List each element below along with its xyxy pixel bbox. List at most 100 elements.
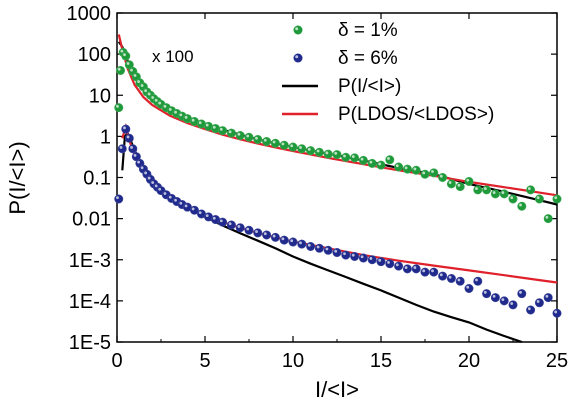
scatter-point-delta-6	[446, 274, 456, 284]
scatter-point-delta-1	[482, 185, 492, 195]
scatter-point-highlight	[130, 146, 133, 149]
scatter-point-highlight	[422, 269, 426, 273]
y-tick-label: 0.01	[72, 209, 111, 231]
scatter-point-highlight	[404, 166, 408, 170]
scatter-point-highlight	[174, 110, 177, 114]
scatter-point-highlight	[519, 290, 522, 294]
scatter-point-highlight	[151, 181, 155, 184]
scatter-point-delta-6	[332, 248, 342, 258]
scatter-point-highlight	[475, 278, 478, 282]
scatter-point-highlight	[123, 53, 126, 57]
legend-label: P(I/<I>)	[338, 76, 401, 97]
scatter-point-delta-6	[455, 276, 465, 286]
scatter-point-highlight	[246, 134, 250, 138]
scatter-point-highlight	[126, 135, 130, 139]
scatter-point-delta-1	[341, 152, 351, 162]
scatter-point-delta-6	[270, 232, 280, 242]
scatter-point-highlight	[431, 170, 434, 173]
scatter-point-highlight	[184, 115, 188, 119]
scatter-point-highlight	[307, 243, 311, 247]
x-tick-label: 15	[370, 350, 392, 372]
scatter-point-delta-1	[499, 189, 509, 199]
scatter-point-delta-1	[446, 179, 456, 189]
scatter-point-delta-6	[543, 293, 553, 303]
scatter-point-delta-1	[464, 176, 474, 186]
scatter-point-highlight	[246, 227, 250, 231]
scatter-point-highlight	[325, 247, 329, 251]
scatter-point-highlight	[198, 121, 202, 125]
scatter-point-highlight	[163, 104, 167, 108]
scatter-point-highlight	[163, 192, 167, 195]
scatter-point-highlight	[554, 310, 558, 314]
scatter-point-highlight	[144, 171, 148, 175]
scatter-point-highlight	[140, 166, 144, 170]
scatter-point-delta-6	[114, 194, 124, 204]
scatter-point-delta-6	[490, 293, 500, 303]
scatter-point-delta-6	[124, 133, 134, 143]
scatter-point-highlight	[147, 92, 151, 96]
scatter-point-highlight	[130, 68, 133, 72]
scatter-point-delta-1	[526, 185, 536, 195]
scatter-point-delta-1	[411, 165, 421, 175]
scatter-point-highlight	[228, 222, 232, 226]
scatter-point-delta-1	[367, 158, 377, 168]
scatter-point-delta-1	[244, 132, 254, 142]
scatter-point-delta-6	[473, 276, 483, 286]
scatter-point-delta-1	[508, 194, 518, 204]
scatter-point-highlight	[483, 187, 487, 190]
legend-marker	[293, 53, 303, 63]
x-tick-label: 10	[282, 350, 304, 372]
scatter-point-highlight	[174, 198, 177, 202]
scatter-point-highlight	[263, 138, 267, 142]
scatter-point-highlight	[360, 255, 364, 259]
scatter-point-delta-6	[394, 261, 404, 271]
scatter-point-highlight	[501, 191, 505, 194]
scatter-point-highlight	[117, 67, 121, 71]
x-tick-label: 0	[111, 350, 122, 372]
scatter-point-highlight	[116, 196, 119, 200]
scatter-point-highlight	[154, 184, 158, 188]
scatter-point-delta-1	[253, 134, 263, 144]
scatter-point-delta-1	[121, 51, 131, 61]
scatter-point-highlight	[154, 98, 158, 102]
scatter-point-delta-1	[350, 153, 360, 163]
legend-label: δ = 6%	[338, 48, 398, 69]
scatter-point-delta-6	[350, 251, 360, 261]
scatter-point-delta-1	[218, 126, 228, 136]
scatter-point-highlight	[334, 151, 338, 155]
scatter-point-highlight	[457, 278, 461, 282]
scatter-point-highlight	[144, 89, 148, 93]
scatter-point-highlight	[140, 84, 144, 87]
scatter-point-delta-1	[114, 103, 124, 113]
scatter-point-highlight	[492, 294, 496, 298]
scatter-point-highlight	[255, 230, 258, 233]
scatter-point-delta-6	[117, 144, 127, 154]
y-tick-label: 1E-5	[69, 332, 111, 354]
scatter-point-delta-1	[358, 155, 368, 165]
scatter-point-highlight	[228, 130, 232, 134]
tick-layer: 0 5 10 15 20 25 1000 100 10 1 0.1 0.01 1E-3 1E-4 1E-5	[67, 3, 569, 372]
scatter-point-highlight	[316, 149, 320, 153]
x-tick-label: 5	[199, 350, 210, 372]
scatter-point-delta-6	[429, 267, 439, 277]
scatter-point-delta-1	[116, 65, 126, 75]
scatter-point-highlight	[351, 155, 355, 158]
scatter-point-highlight	[290, 144, 294, 148]
scatter-point-delta-6	[411, 264, 421, 274]
scatter-point-highlight	[413, 266, 417, 269]
scatter-point-highlight	[439, 273, 443, 277]
scatter-point-highlight	[510, 302, 514, 305]
scatter-point-highlight	[413, 167, 417, 171]
scatter-point-delta-1	[517, 201, 527, 211]
scatter-point-highlight	[404, 266, 408, 269]
scatter-point-highlight	[237, 225, 241, 228]
scatter-point-highlight	[457, 183, 461, 187]
scatter-point-highlight	[158, 101, 162, 105]
scatter-point-delta-6	[121, 124, 131, 134]
scatter-point-delta-1	[420, 169, 430, 179]
scatter-point-delta-6	[226, 220, 236, 230]
scatter-point-delta-1	[306, 146, 316, 156]
scatter-point-delta-1	[376, 160, 386, 170]
legend: δ = 1% δ = 6% P(I/<I>) P(LDOS/<LDOS>)	[282, 20, 494, 125]
scatter-point-highlight	[483, 290, 487, 294]
